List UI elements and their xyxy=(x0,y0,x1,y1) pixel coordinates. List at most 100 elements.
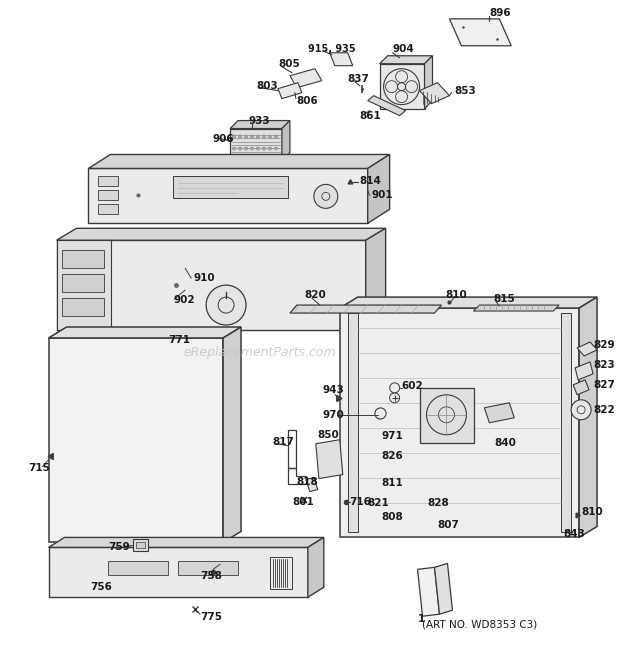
Text: 821: 821 xyxy=(368,498,389,508)
Text: 811: 811 xyxy=(382,478,404,488)
Text: 828: 828 xyxy=(428,498,450,508)
Polygon shape xyxy=(368,154,389,223)
Polygon shape xyxy=(136,543,145,548)
Polygon shape xyxy=(316,440,343,478)
Polygon shape xyxy=(173,176,288,199)
Text: 810: 810 xyxy=(446,290,467,300)
Circle shape xyxy=(244,147,247,150)
Text: 915, 935: 915, 935 xyxy=(308,44,355,53)
Polygon shape xyxy=(340,297,597,308)
Polygon shape xyxy=(48,327,241,338)
Text: 902: 902 xyxy=(173,295,195,305)
Text: 771: 771 xyxy=(168,335,190,345)
Polygon shape xyxy=(89,154,389,168)
Text: 775: 775 xyxy=(200,612,222,622)
Polygon shape xyxy=(417,568,440,616)
Text: 850: 850 xyxy=(318,430,340,440)
Polygon shape xyxy=(56,240,112,330)
Text: 758: 758 xyxy=(200,572,222,581)
Polygon shape xyxy=(282,121,290,160)
Polygon shape xyxy=(575,362,593,380)
Polygon shape xyxy=(450,19,512,46)
Text: 861: 861 xyxy=(360,111,381,121)
Polygon shape xyxy=(579,297,597,537)
Text: 901: 901 xyxy=(371,190,393,201)
Circle shape xyxy=(239,135,242,138)
Text: 933: 933 xyxy=(248,115,270,125)
Text: eReplacementParts.com: eReplacementParts.com xyxy=(184,346,336,360)
Text: 806: 806 xyxy=(296,96,317,106)
Polygon shape xyxy=(368,96,405,115)
Polygon shape xyxy=(425,55,433,109)
Text: (ART NO. WD8353 C3): (ART NO. WD8353 C3) xyxy=(422,619,537,629)
Polygon shape xyxy=(420,82,449,104)
Circle shape xyxy=(262,147,265,150)
Circle shape xyxy=(257,135,260,138)
Polygon shape xyxy=(308,537,324,597)
Text: 808: 808 xyxy=(382,512,404,523)
Circle shape xyxy=(275,135,277,138)
Text: 801: 801 xyxy=(292,496,314,506)
Polygon shape xyxy=(306,478,318,492)
Circle shape xyxy=(268,135,272,138)
Text: 756: 756 xyxy=(91,582,112,592)
Circle shape xyxy=(571,400,591,420)
Polygon shape xyxy=(420,388,474,443)
Polygon shape xyxy=(366,228,386,330)
Polygon shape xyxy=(379,55,433,64)
Polygon shape xyxy=(178,562,238,576)
Circle shape xyxy=(232,147,236,150)
Text: 837: 837 xyxy=(348,74,370,84)
Circle shape xyxy=(250,135,254,138)
Text: 715: 715 xyxy=(29,463,50,473)
Polygon shape xyxy=(61,274,104,292)
Circle shape xyxy=(250,147,254,150)
Polygon shape xyxy=(474,305,559,311)
Circle shape xyxy=(244,135,247,138)
Polygon shape xyxy=(290,305,441,313)
Polygon shape xyxy=(61,250,104,268)
Text: 943: 943 xyxy=(323,385,345,395)
Polygon shape xyxy=(230,121,290,129)
Text: 840: 840 xyxy=(494,438,516,447)
Text: 826: 826 xyxy=(382,451,404,461)
Circle shape xyxy=(232,135,236,138)
Text: 910: 910 xyxy=(193,273,215,283)
Text: 820: 820 xyxy=(305,290,327,300)
Text: 759: 759 xyxy=(108,543,130,552)
Text: 807: 807 xyxy=(438,521,459,531)
Polygon shape xyxy=(48,547,308,597)
Text: 803: 803 xyxy=(256,81,278,90)
Text: 822: 822 xyxy=(593,405,615,414)
Text: 906: 906 xyxy=(212,133,234,143)
Polygon shape xyxy=(573,380,589,395)
Text: 1: 1 xyxy=(418,614,425,624)
Text: 829: 829 xyxy=(593,340,614,350)
Text: 810: 810 xyxy=(581,506,603,517)
Polygon shape xyxy=(561,313,571,533)
Polygon shape xyxy=(56,240,366,330)
Text: 818: 818 xyxy=(296,477,317,486)
Text: 815: 815 xyxy=(494,294,515,304)
Polygon shape xyxy=(89,168,368,223)
Circle shape xyxy=(257,147,260,150)
Polygon shape xyxy=(290,69,322,88)
Polygon shape xyxy=(340,308,579,537)
Polygon shape xyxy=(379,64,425,109)
Polygon shape xyxy=(99,176,118,186)
Text: 971: 971 xyxy=(382,431,404,441)
Circle shape xyxy=(314,184,338,209)
Polygon shape xyxy=(435,564,453,614)
Circle shape xyxy=(262,135,265,138)
Polygon shape xyxy=(278,82,302,98)
Polygon shape xyxy=(48,537,324,547)
Text: 716: 716 xyxy=(350,496,371,506)
Text: 970: 970 xyxy=(323,410,345,420)
Text: 896: 896 xyxy=(489,8,511,18)
Circle shape xyxy=(275,147,277,150)
Polygon shape xyxy=(133,539,148,551)
Polygon shape xyxy=(577,342,597,356)
Text: 827: 827 xyxy=(593,380,615,390)
Text: 823: 823 xyxy=(593,360,615,370)
Polygon shape xyxy=(230,129,282,160)
